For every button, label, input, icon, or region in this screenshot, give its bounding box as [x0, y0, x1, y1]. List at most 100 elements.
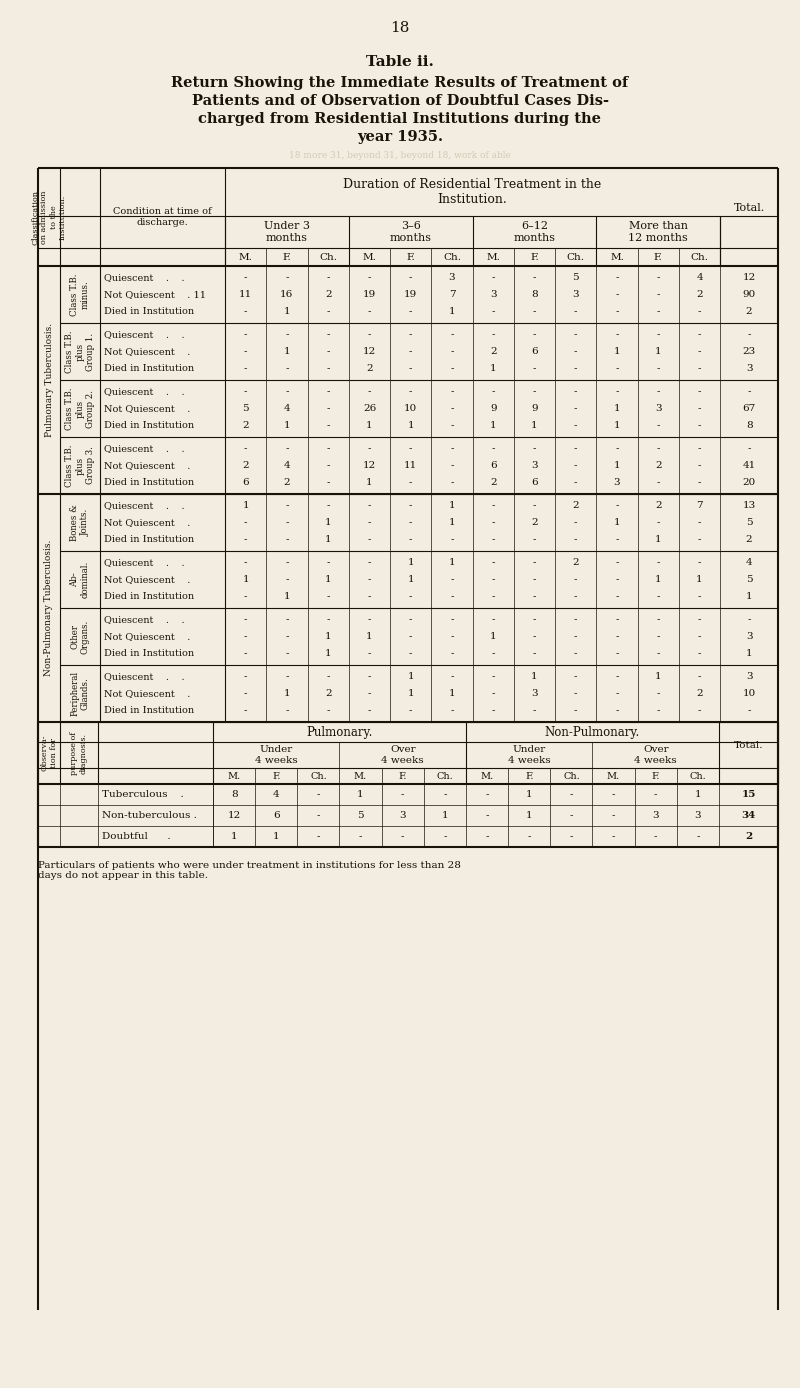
Text: -: - [533, 307, 536, 316]
Text: F.: F. [282, 253, 291, 261]
Text: -: - [698, 534, 702, 544]
Text: 1: 1 [746, 593, 753, 601]
Text: 1: 1 [283, 347, 290, 355]
Text: 5: 5 [358, 811, 364, 820]
Text: -: - [409, 501, 413, 509]
Text: 1: 1 [746, 650, 753, 658]
Text: -: - [450, 477, 454, 487]
Text: 1: 1 [490, 421, 497, 430]
Text: Pulmonary Tuberculosis.: Pulmonary Tuberculosis. [45, 323, 54, 437]
Text: 2: 2 [745, 831, 752, 841]
Text: M.: M. [354, 772, 367, 780]
Text: 2: 2 [490, 477, 497, 487]
Text: -: - [491, 558, 495, 568]
Text: 11: 11 [404, 461, 418, 471]
Text: -: - [698, 444, 702, 452]
Text: -: - [615, 593, 619, 601]
Text: -: - [450, 461, 454, 471]
Text: 2: 2 [242, 421, 249, 430]
Text: Not Quiescent    .: Not Quiescent . [104, 347, 190, 355]
Text: -: - [491, 593, 495, 601]
Text: Died in Institution: Died in Institution [104, 421, 194, 430]
Text: 2: 2 [573, 558, 579, 568]
Text: -: - [747, 706, 751, 715]
Text: Ch.: Ch. [690, 253, 709, 261]
Text: Non-Pulmonary Tuberculosis.: Non-Pulmonary Tuberculosis. [45, 540, 54, 676]
Text: -: - [698, 650, 702, 658]
Text: -: - [368, 650, 371, 658]
Text: -: - [326, 347, 330, 355]
Text: -: - [285, 518, 289, 527]
Text: M.: M. [227, 772, 241, 780]
Text: -: - [486, 790, 489, 799]
Text: 8: 8 [746, 421, 753, 430]
Text: 20: 20 [742, 477, 756, 487]
Text: Duration of Residential Treatment in the
Institution.: Duration of Residential Treatment in the… [343, 178, 602, 205]
Text: -: - [698, 632, 702, 641]
Text: -: - [574, 347, 578, 355]
Text: -: - [698, 421, 702, 430]
Text: 4: 4 [696, 273, 703, 282]
Text: 1: 1 [696, 575, 703, 584]
Text: -: - [657, 421, 660, 430]
Text: -: - [747, 615, 751, 625]
Text: 11: 11 [239, 290, 252, 298]
Text: -: - [285, 650, 289, 658]
Text: 34: 34 [742, 811, 756, 820]
Text: 1: 1 [449, 307, 455, 316]
Text: M.: M. [481, 772, 494, 780]
Text: -: - [570, 790, 573, 799]
Text: -: - [491, 273, 495, 282]
Text: Not Quiescent    .: Not Quiescent . [104, 518, 190, 527]
Text: 1: 1 [407, 421, 414, 430]
Text: 1: 1 [283, 688, 290, 698]
Text: -: - [657, 706, 660, 715]
Text: 1: 1 [655, 672, 662, 682]
Text: 4: 4 [273, 790, 279, 799]
Text: -: - [533, 501, 536, 509]
Text: -: - [244, 593, 247, 601]
Text: -: - [747, 387, 751, 396]
Text: 3: 3 [746, 364, 753, 373]
Text: -: - [326, 672, 330, 682]
Text: -: - [401, 831, 405, 841]
Text: -: - [326, 364, 330, 373]
Text: -: - [244, 518, 247, 527]
Text: -: - [326, 461, 330, 471]
Text: -: - [491, 534, 495, 544]
Text: 6: 6 [273, 811, 279, 820]
Text: 3: 3 [746, 632, 753, 641]
Text: -: - [326, 593, 330, 601]
Text: 6: 6 [531, 347, 538, 355]
Text: -: - [285, 558, 289, 568]
Text: -: - [326, 706, 330, 715]
Text: -: - [450, 444, 454, 452]
Text: F.: F. [654, 253, 662, 261]
Text: 5: 5 [746, 575, 753, 584]
Text: -: - [657, 290, 660, 298]
Text: -: - [368, 307, 371, 316]
Text: 1: 1 [449, 518, 455, 527]
Text: 1: 1 [614, 518, 620, 527]
Text: 4: 4 [283, 404, 290, 414]
Text: -: - [285, 632, 289, 641]
Text: Ch.: Ch. [690, 772, 706, 780]
Text: -: - [698, 330, 702, 339]
Text: 3: 3 [531, 688, 538, 698]
Text: -: - [409, 307, 413, 316]
Text: -: - [615, 615, 619, 625]
Text: F.: F. [525, 772, 534, 780]
Text: 2: 2 [655, 501, 662, 509]
Text: 3: 3 [573, 290, 579, 298]
Text: 3: 3 [614, 477, 620, 487]
Text: 1: 1 [490, 632, 497, 641]
Text: Under
4 weeks: Under 4 weeks [255, 745, 298, 765]
Text: -: - [368, 518, 371, 527]
Text: -: - [491, 501, 495, 509]
Text: Non-Pulmonary.: Non-Pulmonary. [545, 726, 640, 738]
Text: -: - [368, 273, 371, 282]
Text: 1: 1 [655, 347, 662, 355]
Text: -: - [615, 672, 619, 682]
Text: 1: 1 [407, 558, 414, 568]
Text: -: - [317, 811, 320, 820]
